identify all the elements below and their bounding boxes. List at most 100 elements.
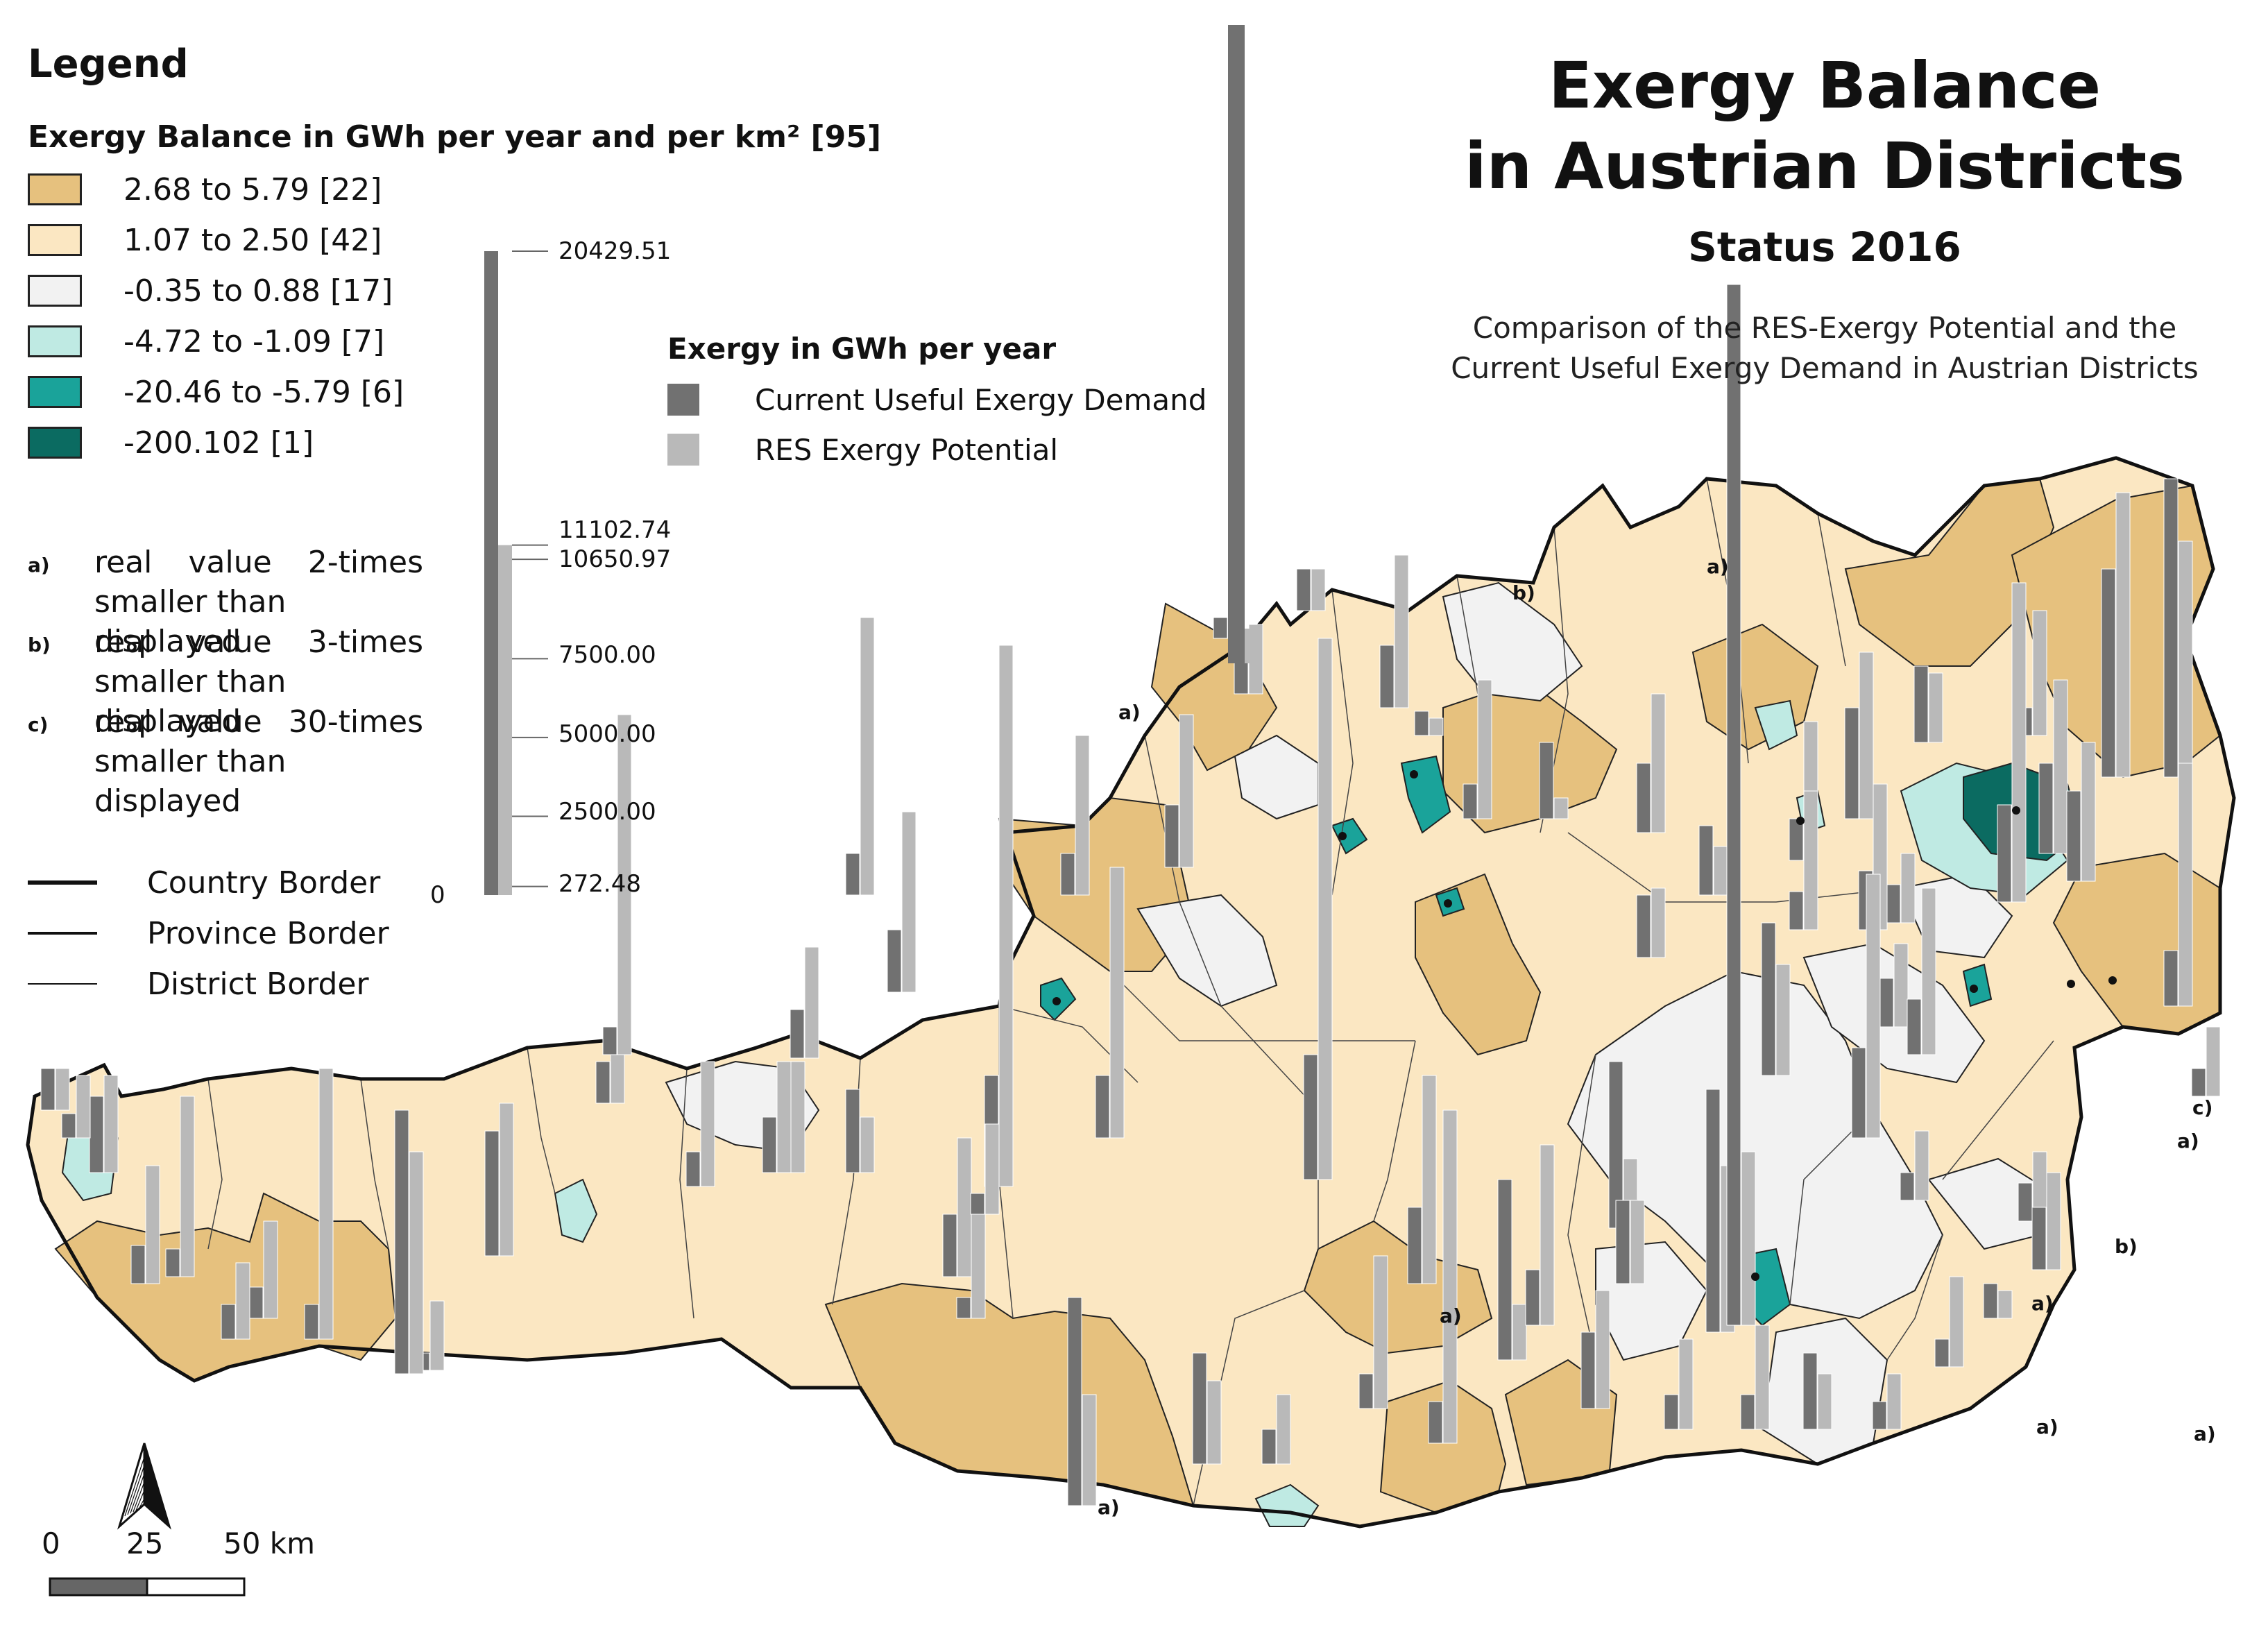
demand-bar	[1997, 804, 2012, 903]
city-dot	[2012, 806, 2020, 815]
district-region	[1136, 894, 1278, 1007]
demand-bar	[61, 1113, 76, 1139]
bar-annotation: a)	[1098, 1496, 1120, 1519]
city-dot	[1052, 997, 1061, 1005]
bar-annotation: b)	[2115, 1235, 2138, 1258]
demand-bar	[1358, 1373, 1374, 1409]
demand-bar	[887, 929, 902, 993]
district-border	[1817, 513, 1846, 667]
demand-bar	[1789, 891, 1804, 930]
exergy-swatch	[667, 384, 699, 416]
potential-bar	[957, 1137, 972, 1277]
north-arrow-icon	[117, 1442, 171, 1530]
city-dot	[2067, 980, 2075, 988]
demand-bar	[1414, 710, 1429, 736]
note-word: value	[188, 624, 272, 660]
potential-bar	[617, 714, 632, 1055]
legend-swatch	[28, 173, 82, 205]
potential-bar	[1512, 1304, 1527, 1361]
potential-bar	[860, 1116, 875, 1173]
border-label: District Border	[147, 966, 369, 1002]
demand-bar	[1913, 665, 1929, 743]
potential-bar	[1893, 943, 1909, 1028]
note-word: 30-times	[288, 704, 423, 740]
demand-bar	[1060, 853, 1075, 896]
legend-class-row: -0.35 to 0.88 [17]	[28, 271, 393, 311]
potential-bar	[1075, 735, 1090, 896]
potential-bar	[1082, 1394, 1097, 1506]
demand-bar	[1636, 894, 1651, 958]
note-word: 3-times	[307, 624, 423, 660]
legend-note: a) real value 2-times smaller than displayed	[28, 543, 423, 661]
legend-class-label: -200.102 [1]	[123, 425, 314, 461]
note-key: a)	[28, 554, 50, 577]
potential-bar	[429, 1300, 445, 1371]
potential-bar	[2178, 763, 2193, 1007]
potential-bar	[1311, 568, 1326, 611]
demand-bar	[602, 1026, 617, 1055]
demand-bar	[1886, 884, 1901, 924]
legend-class-label: -20.46 to -5.79 [6]	[123, 374, 404, 410]
district-region	[1442, 581, 1583, 702]
district-border	[679, 1068, 694, 1319]
demand-bar	[942, 1214, 957, 1277]
demand-bar	[685, 1151, 701, 1187]
potential-bar	[998, 645, 1014, 1187]
potential-bar	[1859, 652, 1874, 819]
demand-bar	[956, 1297, 971, 1319]
note-key: b)	[28, 633, 51, 656]
potential-bar	[2178, 541, 2193, 778]
note-line-2: smaller than displayed	[94, 584, 287, 659]
potential-bar	[1775, 964, 1791, 1076]
legend-class-label: -4.72 to -1.09 [7]	[123, 323, 385, 359]
note-key: c)	[28, 713, 49, 736]
demand-bar	[394, 1109, 409, 1375]
potential-bar	[145, 1165, 160, 1284]
demand-bar	[1872, 1401, 1887, 1430]
potential-bar	[1540, 1144, 1555, 1326]
demand-bar	[845, 1089, 860, 1173]
demand-bar	[1379, 645, 1395, 708]
demand-bar	[304, 1304, 319, 1340]
potential-bar	[776, 1061, 792, 1173]
potential-bar	[901, 811, 916, 993]
potential-bar	[1109, 867, 1125, 1139]
potential-bar	[984, 1123, 1000, 1215]
potential-bar	[409, 1151, 424, 1375]
demand-bar	[2163, 950, 2179, 1007]
legend-swatch	[28, 325, 82, 357]
exergy-swatch	[667, 434, 699, 466]
demand-bar	[1615, 1200, 1630, 1284]
demand-bar	[1698, 825, 1714, 896]
potential-bar	[700, 1061, 715, 1187]
potential-bar	[1245, 629, 1261, 663]
potential-bar	[76, 1075, 91, 1139]
city-dot	[1444, 899, 1452, 908]
note-line-1: real value 2-times	[28, 543, 423, 582]
potential-bar	[180, 1096, 195, 1277]
demand-bar	[1983, 1283, 1998, 1319]
potential-bar	[235, 1262, 250, 1340]
demand-bar	[1497, 1179, 1512, 1361]
scale-tick-label: 10650.97	[559, 545, 672, 573]
potential-bar	[1429, 717, 1444, 736]
district-region	[1754, 699, 1798, 751]
demand-bar	[1067, 1297, 1082, 1506]
legend-class-row: -20.46 to -5.79 [6]	[28, 372, 404, 412]
district-region	[554, 1178, 598, 1243]
country-border	[26, 456, 2236, 1529]
potential-bar	[1276, 1394, 1291, 1465]
district-border	[1144, 735, 1222, 1007]
district-border	[1331, 589, 1354, 896]
potential-bar	[1866, 874, 1881, 1139]
city-dot	[1338, 832, 1347, 840]
city-dot	[1751, 1273, 1759, 1281]
district-border	[360, 1078, 389, 1250]
demand-bar	[1539, 742, 1554, 819]
legend-class-row: 2.68 to 5.79 [22]	[28, 169, 382, 210]
bar-annotation: c)	[2192, 1096, 2213, 1119]
potential-bar	[55, 1068, 70, 1111]
subtitle-line-2: Current Useful Exergy Demand in Austrian…	[1451, 351, 2199, 385]
potential-bar	[860, 617, 875, 896]
